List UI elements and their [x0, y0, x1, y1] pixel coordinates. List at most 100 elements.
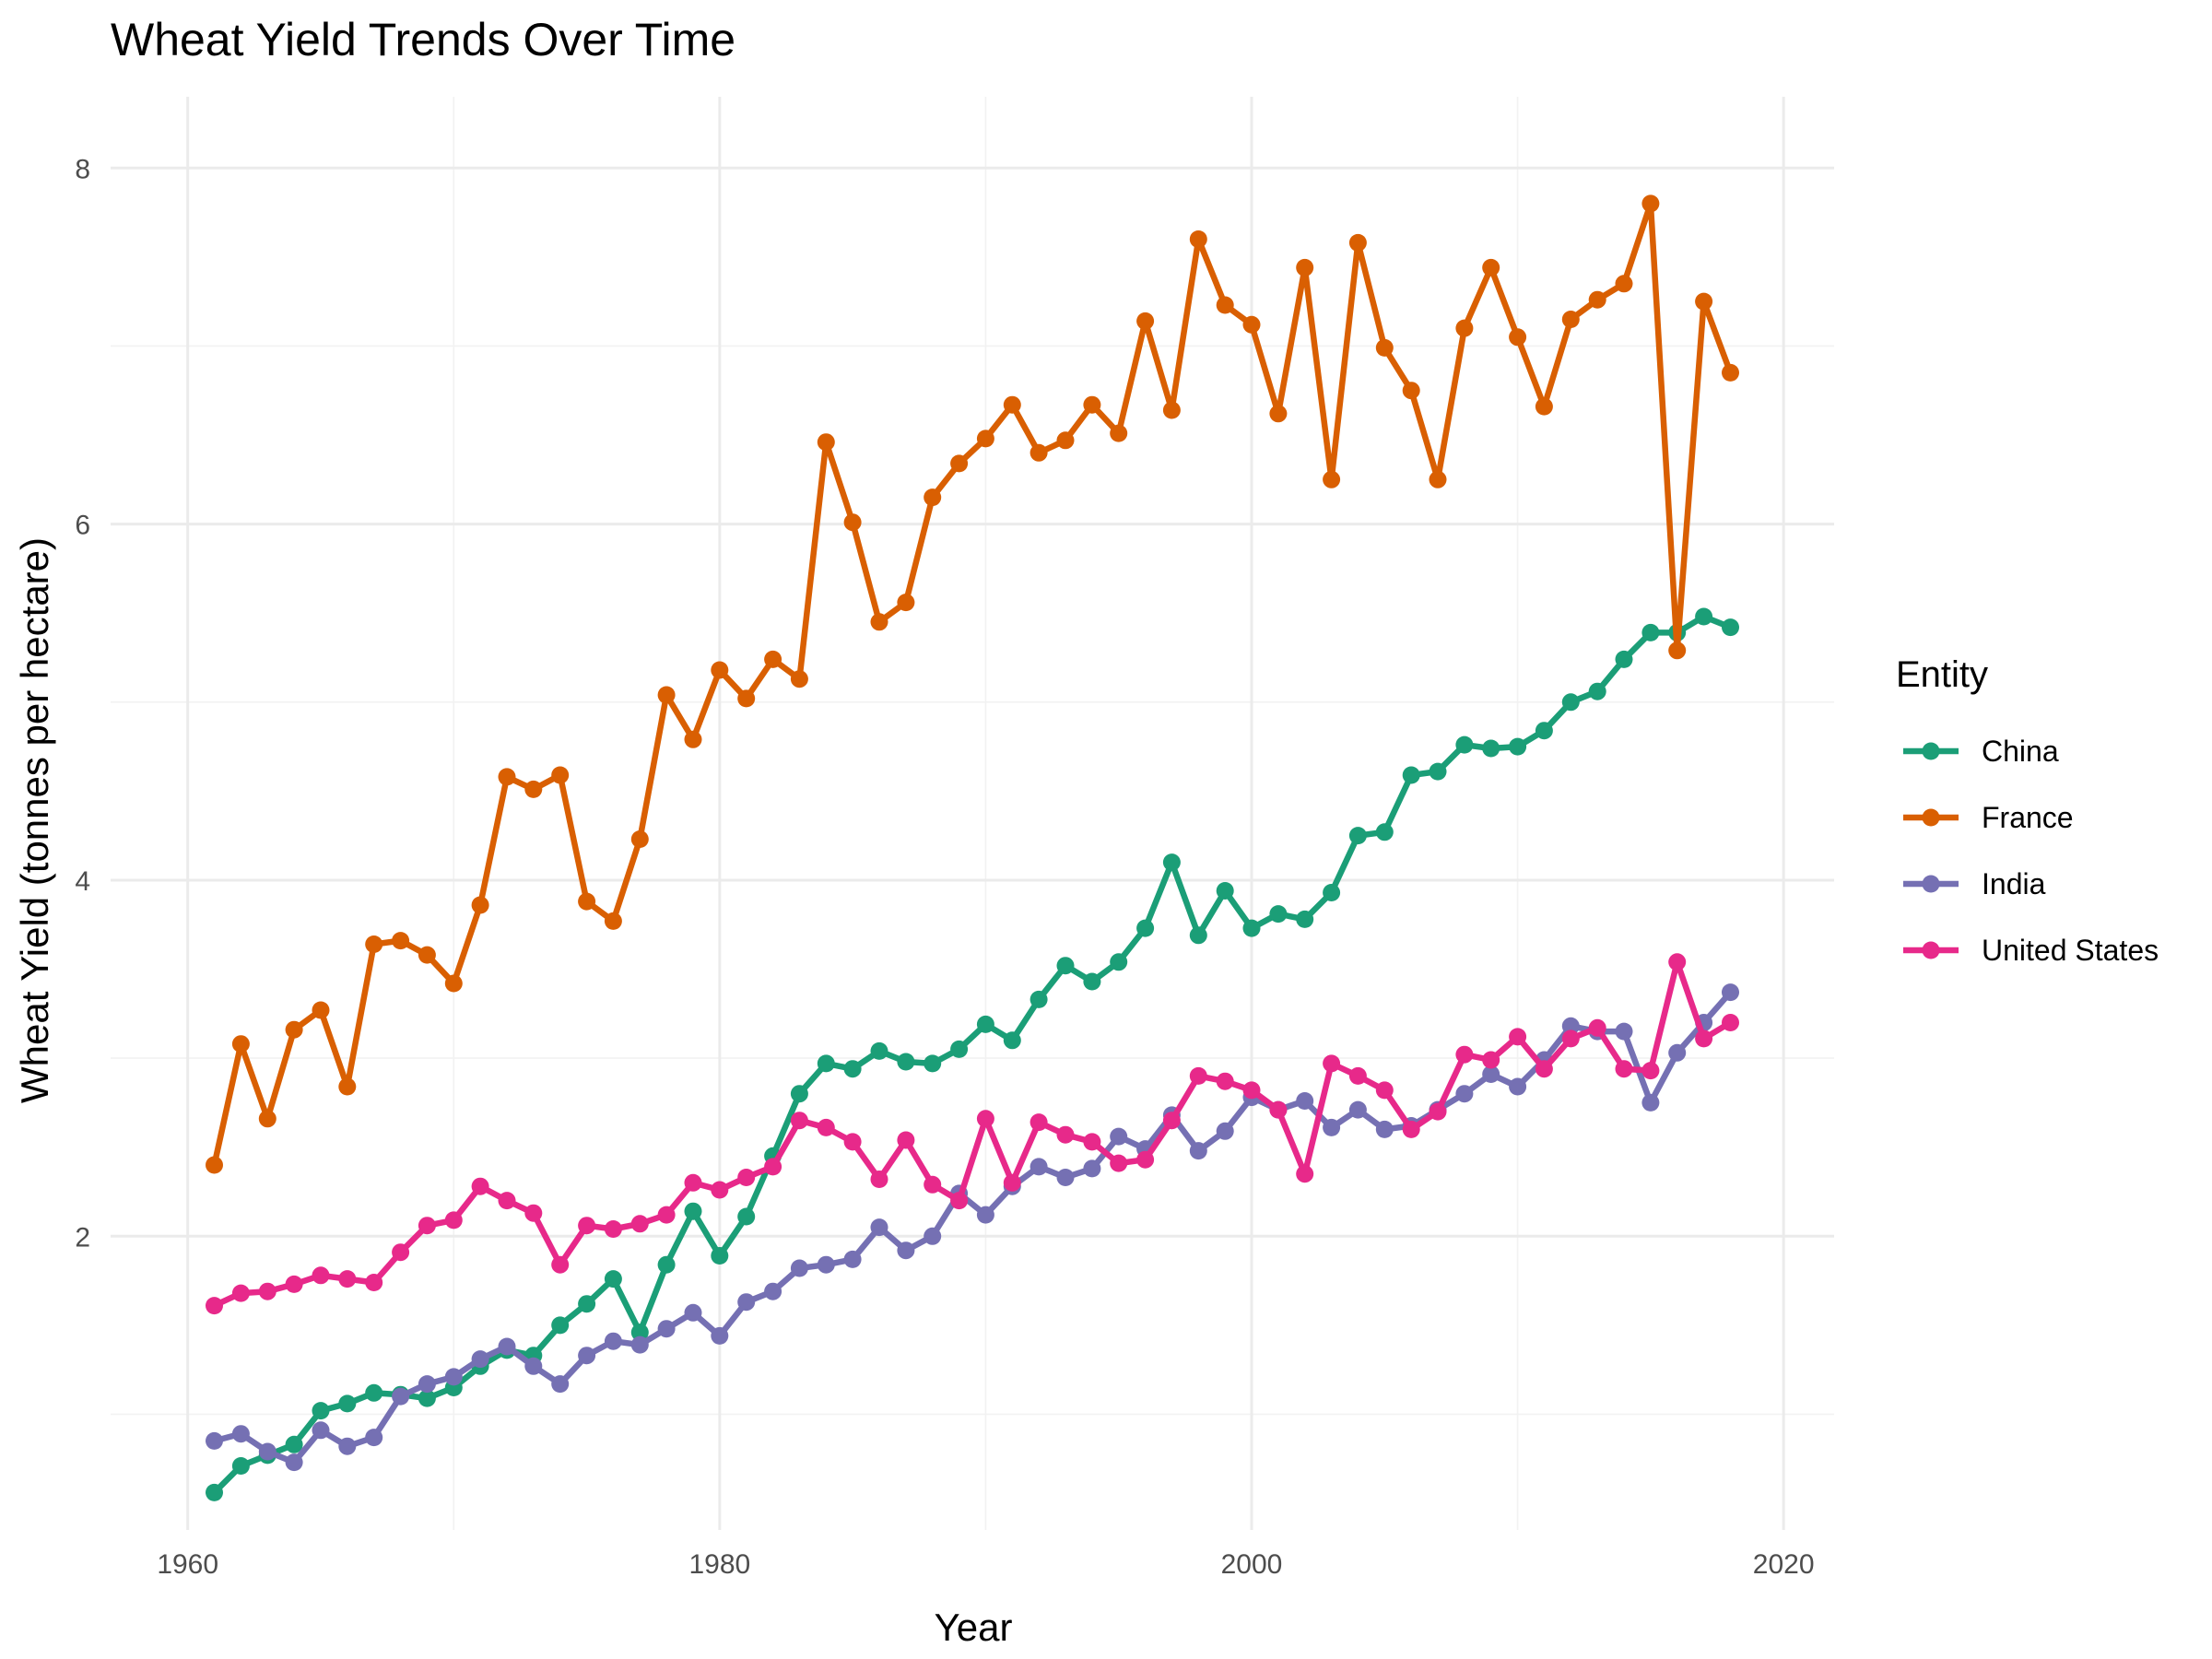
legend-item-india: India: [1903, 867, 2046, 900]
data-point-united-states: [843, 1133, 862, 1151]
data-point-india: [1323, 1118, 1341, 1136]
y-tick-label: 8: [75, 154, 90, 184]
data-point-france: [578, 892, 596, 911]
data-point-france: [817, 433, 835, 452]
legend-key-point: [1922, 808, 1940, 827]
data-point-india: [630, 1335, 649, 1354]
minor-gridlines: [111, 97, 1834, 1530]
data-point-united-states: [897, 1131, 915, 1149]
data-point-china: [1189, 926, 1207, 945]
data-point-france: [1242, 315, 1261, 334]
data-point-india: [1455, 1085, 1474, 1103]
data-point-china: [737, 1207, 756, 1226]
data-point-france: [790, 670, 808, 688]
series-france: [206, 194, 1739, 1174]
data-point-india: [1216, 1122, 1234, 1140]
data-point-france: [1375, 338, 1394, 357]
legend: Entity China France India United States: [1896, 654, 2159, 967]
data-point-india: [392, 1387, 410, 1406]
data-point-china: [285, 1435, 303, 1453]
data-point-united-states: [1030, 1113, 1048, 1132]
data-point-india: [817, 1255, 835, 1274]
data-point-china: [1588, 682, 1606, 700]
data-point-china: [1110, 953, 1128, 971]
data-point-france: [551, 766, 570, 784]
data-point-france: [365, 935, 383, 953]
data-point-united-states: [1561, 1030, 1580, 1048]
data-point-united-states: [817, 1118, 835, 1136]
data-point-china: [1561, 693, 1580, 712]
data-point-france: [524, 780, 543, 798]
data-point-china: [1216, 882, 1234, 900]
data-point-france: [737, 689, 756, 708]
data-point-united-states: [498, 1192, 516, 1210]
data-point-united-states: [1668, 953, 1687, 971]
chart-title: Wheat Yield Trends Over Time: [111, 14, 735, 65]
data-point-united-states: [444, 1211, 463, 1230]
data-point-india: [578, 1347, 596, 1365]
data-point-india: [1056, 1169, 1075, 1186]
data-point-united-states: [258, 1282, 276, 1300]
data-point-united-states: [1535, 1060, 1553, 1078]
data-point-france: [657, 686, 676, 704]
data-point-china: [1722, 618, 1739, 637]
data-point-united-states: [1296, 1165, 1314, 1183]
data-point-india: [1482, 1065, 1500, 1083]
data-point-china: [1056, 957, 1075, 975]
data-point-india: [737, 1293, 756, 1312]
x-tick-label: 2020: [1753, 1549, 1815, 1580]
data-point-india: [1375, 1120, 1394, 1138]
data-point-united-states: [231, 1284, 250, 1302]
data-point-united-states: [1136, 1150, 1155, 1169]
data-point-france: [870, 613, 888, 631]
data-point-france: [1482, 258, 1500, 276]
data-point-india: [418, 1375, 436, 1394]
data-point-france: [1695, 292, 1713, 311]
data-point-united-states: [285, 1275, 303, 1293]
data-point-china: [1162, 853, 1181, 872]
data-point-india: [1561, 1017, 1580, 1035]
data-point-united-states: [711, 1181, 729, 1199]
data-point-united-states: [976, 1110, 994, 1128]
legend-label: China: [1982, 735, 2059, 768]
major-gridlines: [111, 97, 1834, 1530]
legend-label: India: [1982, 867, 2046, 900]
data-point-united-states: [1269, 1100, 1288, 1119]
data-point-india: [1668, 1043, 1687, 1062]
data-point-china: [1083, 972, 1101, 991]
data-point-france: [1030, 443, 1048, 462]
data-point-india: [1296, 1092, 1314, 1110]
data-point-united-states: [1695, 1030, 1713, 1048]
data-point-united-states: [1722, 1014, 1739, 1031]
data-point-india: [206, 1431, 223, 1450]
data-point-india: [897, 1241, 915, 1260]
data-point-india: [711, 1326, 729, 1345]
data-point-france: [1348, 233, 1367, 252]
data-point-united-states: [924, 1175, 942, 1194]
data-point-china: [1641, 623, 1660, 641]
data-point-united-states: [1056, 1125, 1075, 1144]
data-point-france: [897, 594, 915, 612]
data-point-china: [604, 1270, 622, 1288]
data-point-india: [258, 1442, 276, 1461]
data-point-india: [790, 1259, 808, 1277]
data-point-india: [604, 1332, 622, 1350]
data-point-china: [790, 1085, 808, 1103]
data-point-china: [1695, 607, 1713, 626]
data-point-india: [312, 1421, 330, 1440]
data-point-united-states: [312, 1266, 330, 1285]
data-point-france: [1110, 424, 1128, 442]
data-point-united-states: [604, 1220, 622, 1238]
series-china: [206, 607, 1739, 1501]
data-point-united-states: [1615, 1060, 1633, 1078]
data-point-france: [1615, 275, 1633, 293]
data-point-france: [1535, 397, 1553, 416]
data-point-france: [1162, 401, 1181, 419]
data-point-united-states: [1588, 1018, 1606, 1037]
data-point-united-states: [1110, 1154, 1128, 1172]
data-point-united-states: [1509, 1028, 1527, 1046]
data-point-china: [365, 1383, 383, 1402]
legend-label: United States: [1982, 934, 2159, 967]
data-point-china: [1375, 823, 1394, 841]
legend-item-france: France: [1903, 801, 2074, 834]
